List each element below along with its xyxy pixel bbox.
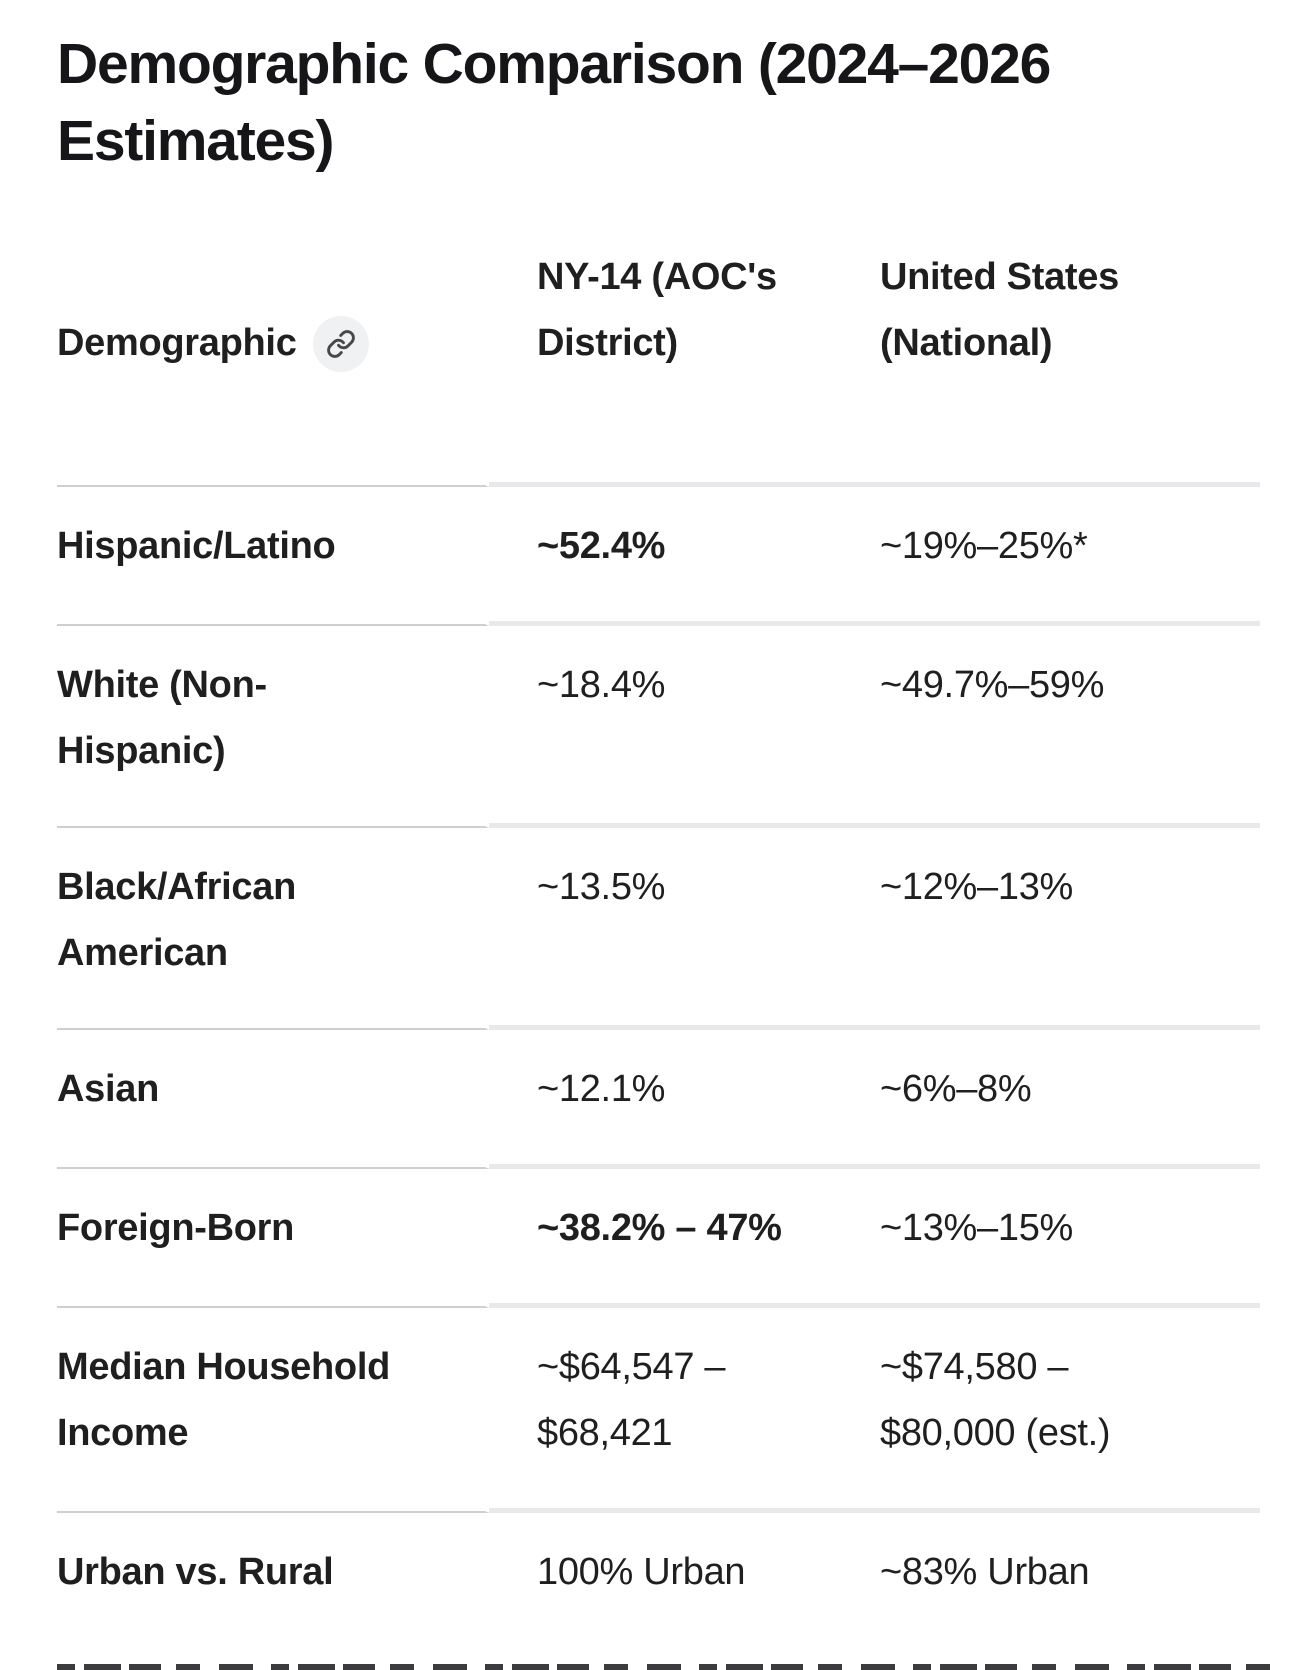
table-row-white-non-hispanic: White (Non- Hispanic) ~18.4% ~49.7%–59%	[57, 626, 1260, 828]
row-label: Hispanic/Latino	[57, 487, 489, 626]
table-row-foreign-born: Foreign-Born ~38.2% – 47% ~13%–15%	[57, 1169, 1260, 1308]
row-label: White (Non- Hispanic)	[57, 626, 489, 828]
cell-national: ~6%–8%	[832, 1030, 1260, 1169]
source-link-chip[interactable]	[312, 316, 369, 372]
cell-national: ~83% Urban	[880, 1551, 1090, 1593]
cell-national: ~$74,580 – $80,000 (est.)	[832, 1308, 1260, 1513]
column-header-ny14: NY-14 (AOC's District)	[489, 232, 832, 487]
cell-national: ~13%–15%	[832, 1169, 1260, 1308]
header-row: Demographic NY-14 (AOC's District) Unite…	[57, 232, 1260, 487]
content-area: Demographic Comparison (2024–2026 Estima…	[0, 26, 1302, 1647]
row-label: Black/African American	[57, 828, 489, 1030]
cell-ny14: 100% Urban	[537, 1551, 746, 1593]
clipped-text-line-top	[57, 1664, 1284, 1670]
cell-ny14: ~$64,547 – $68,421	[489, 1308, 832, 1513]
row-label: Foreign-Born	[57, 1169, 489, 1308]
column-header-demographic-label: Demographic	[57, 322, 297, 364]
table-row-hispanic-latino: Hispanic/Latino ~52.4% ~19%–25%*	[57, 487, 1260, 626]
row-label: Urban vs. Rural	[57, 1513, 489, 1647]
table-row-median-household-income: Median Household Income ~$64,547 – $68,4…	[57, 1308, 1260, 1513]
table-row-asian: Asian ~12.1% ~6%–8%	[57, 1030, 1260, 1169]
cell-ny14: ~52.4%	[489, 487, 832, 626]
cell-ny14: ~18.4%	[489, 626, 832, 828]
table-row-black-african-american: Black/African American ~13.5% ~12%–13%	[57, 828, 1260, 1030]
cell-national: ~49.7%–59%	[832, 626, 1260, 828]
cell-national: ~12%–13%	[832, 828, 1260, 1030]
column-header-national: United States (National)	[832, 232, 1260, 487]
cell-ny14: ~13.5%	[489, 828, 832, 1030]
cell-ny14: ~38.2% – 47%	[489, 1169, 832, 1308]
page-title: Demographic Comparison (2024–2026 Estima…	[57, 32, 1051, 173]
table-row-urban-vs-rural: Urban vs. Rural 100% Urban ~83% Urban	[57, 1513, 1260, 1647]
row-label: Asian	[57, 1030, 489, 1169]
column-header-demographic: Demographic	[57, 232, 489, 487]
cell-national: ~19%–25%*	[832, 487, 1260, 626]
cell-ny14: ~12.1%	[489, 1030, 832, 1169]
link-icon	[326, 330, 355, 358]
row-label: Median Household Income	[57, 1308, 489, 1513]
demographic-comparison-table: Demographic NY-14 (AOC's District) Unite…	[57, 232, 1260, 1647]
